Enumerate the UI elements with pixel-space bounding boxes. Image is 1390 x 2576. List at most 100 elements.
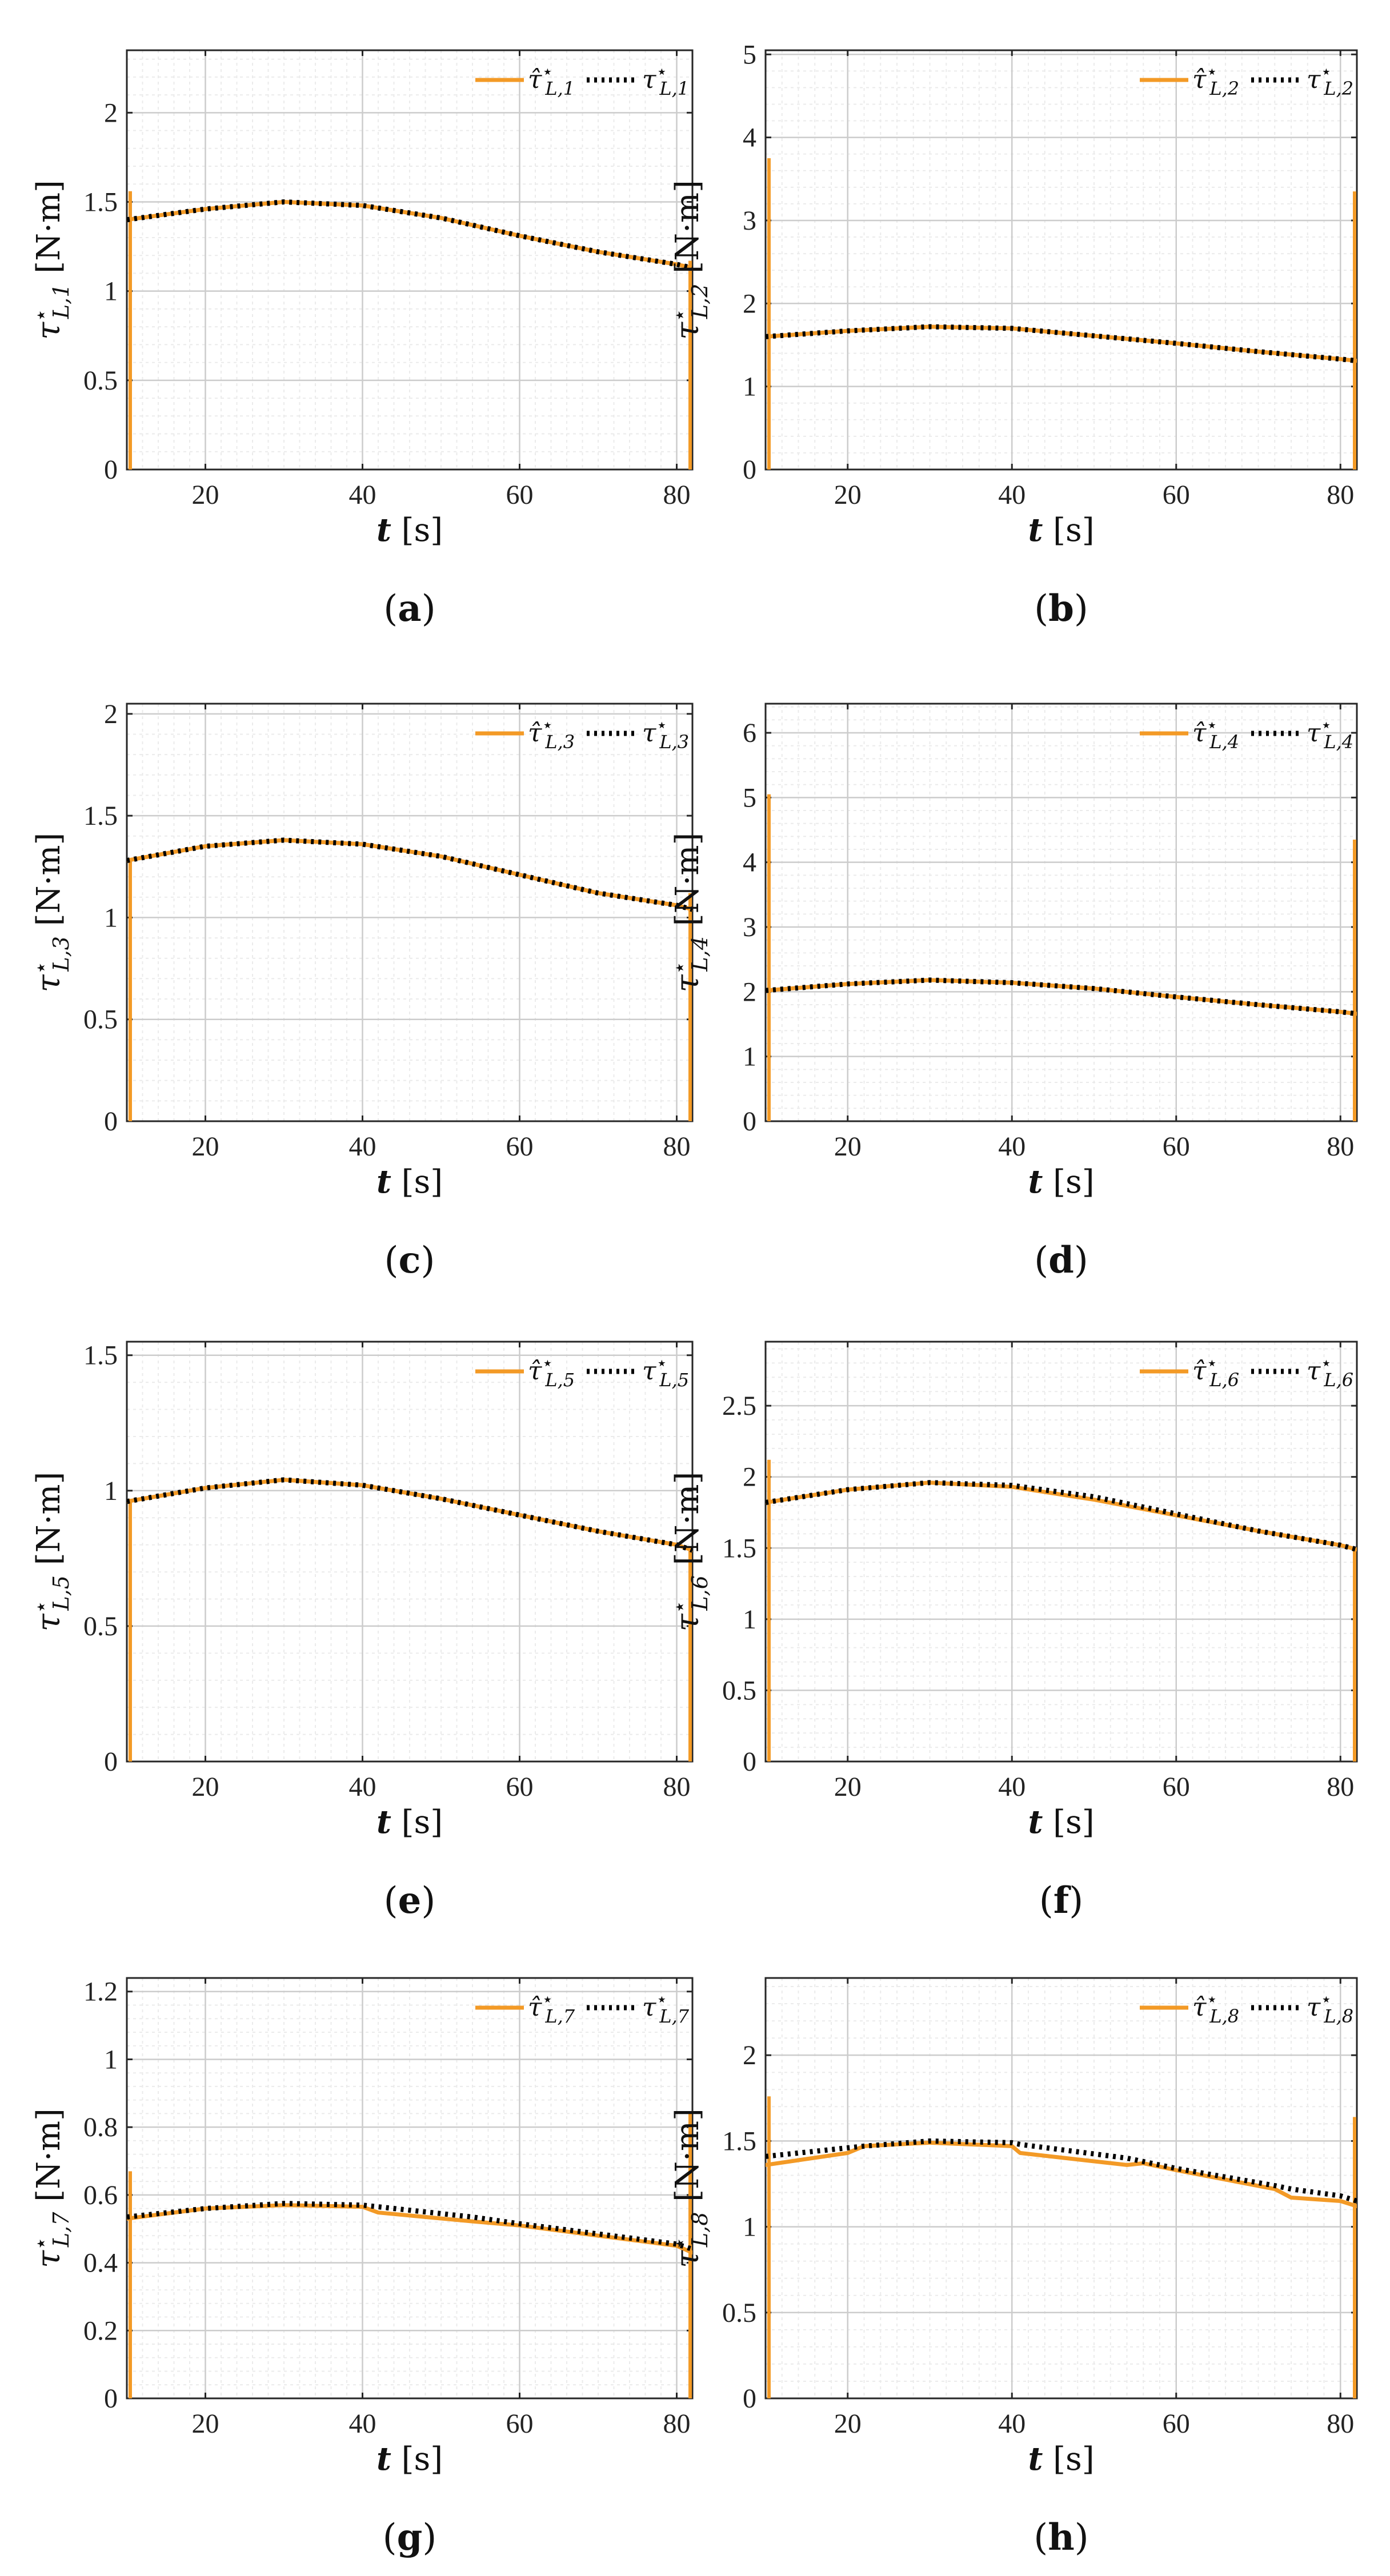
y-tick-label: 1 (743, 372, 756, 402)
y-tick-label: 5 (743, 39, 756, 70)
major-grid (127, 1978, 692, 2398)
reference-series (127, 2201, 692, 2252)
x-tick-label: 20 (834, 1131, 862, 1162)
major-grid (127, 50, 692, 470)
x-tick-label: 20 (192, 2409, 219, 2439)
x-axis-label: t [s] (1028, 1163, 1094, 1201)
legend: τ̂⋆ L,1 τ⋆ L,1 (475, 61, 689, 99)
x-axis-label: t [s] (376, 511, 443, 549)
reference-series (127, 1477, 692, 1553)
x-tick-label: 60 (506, 1131, 534, 1162)
y-tick-label: 4 (743, 848, 756, 878)
chart-panel-b: 20 40 60 80 0 1 2 3 4 5 t [s] τ⋆L,2 [N·m] τ̂⋆ L,2 τ⋆ L,… (667, 39, 1358, 630)
legend-label-estimate: τ̂⋆ L,7 (528, 1988, 575, 2027)
reference-line (127, 199, 692, 271)
y-tick-label: 5 (743, 783, 756, 813)
legend: τ̂⋆ L,2 τ⋆ L,2 (1140, 61, 1353, 99)
legend-label-estimate: τ̂⋆ L,2 (1192, 61, 1239, 99)
x-tick-label: 60 (1163, 480, 1190, 510)
y-tick-label: 2 (743, 1462, 756, 1492)
y-tick-label: 1 (743, 2212, 756, 2242)
y-tick-label: 0 (743, 1747, 756, 1777)
chart-panel-f: 20 40 60 80 0 0.5 1 1.5 2 2.5 t [s] τ⋆L,6 [N·m] τ̂⋆ L… (667, 1341, 1358, 1922)
estimate-series (766, 1459, 1357, 1762)
x-axis-label: t [s] (1028, 511, 1094, 549)
y-tick-label: 0.4 (83, 2248, 118, 2278)
reference-line (766, 2138, 1357, 2204)
y-tick-label: 1.5 (83, 187, 118, 217)
y-tick-label: 6 (743, 718, 756, 748)
x-axis-label: t [s] (1028, 1803, 1094, 1841)
x-tick-label: 40 (349, 1131, 376, 1162)
minor-grid (126, 50, 692, 470)
x-tick-label: 20 (834, 480, 862, 510)
major-grid (766, 50, 1357, 470)
estimate-line (766, 1480, 1357, 1552)
chart-panel-d: 20 40 60 80 0 1 2 3 4 5 6 t [s] τ⋆L,4 [N·m] τ̂⋆ L,4 τ⋆ L… (667, 703, 1358, 1282)
y-tick-label: 2 (743, 288, 756, 319)
y-tick-label: 1 (104, 276, 118, 307)
x-tick-label: 60 (1163, 1772, 1190, 1802)
legend-label-estimate: τ̂⋆ L,1 (528, 61, 575, 99)
axes-frame (764, 1341, 1358, 1763)
x-tick-label: 40 (349, 2409, 376, 2439)
y-tick-label: 2 (104, 699, 118, 729)
y-axis-label: τ⋆L,8 [N·m] (667, 2108, 712, 2268)
legend-label-reference: τ⋆ L,2 (1307, 61, 1353, 99)
x-tick-label: 60 (506, 1772, 534, 1802)
minor-grid (765, 1342, 1357, 1762)
y-tick-label: 0.2 (83, 2316, 118, 2346)
reference-line (766, 977, 1357, 1017)
y-tick-label: 1 (104, 1476, 118, 1506)
y-tick-label: 1 (104, 2044, 118, 2075)
y-tick-label: 0 (743, 1106, 756, 1137)
chart-panel-g: 20 40 60 80 0 0.2 0.4 0.6 0.8 1 1.2 t [s] τ⋆L,7 [N·m… (28, 1977, 694, 2559)
panel-caption: (a) (383, 587, 435, 630)
legend-label-reference: τ⋆ L,6 (1307, 1352, 1353, 1391)
legend-label-reference: τ⋆ L,4 (1307, 714, 1353, 753)
legend-label-reference: τ⋆ L,5 (642, 1352, 689, 1391)
x-tick-label: 60 (1163, 1131, 1190, 1162)
x-tick-label: 80 (1327, 1131, 1354, 1162)
y-tick-label: 0 (104, 1106, 118, 1137)
x-tick-label: 80 (1327, 480, 1354, 510)
y-axis-label: τ⋆L,4 [N·m] (667, 833, 712, 993)
x-tick-label: 20 (834, 2409, 862, 2439)
y-axis-label: τ⋆L,6 [N·m] (667, 1472, 712, 1632)
x-tick-label: 20 (192, 1772, 219, 1802)
chart-panel-e: 20 40 60 80 0 0.5 1 1.5 t [s] τ⋆L,5 [N·m] τ̂⋆ L,5 τ⋆… (28, 1341, 694, 1922)
y-tick-label: 1.5 (83, 801, 118, 831)
major-grid (766, 1342, 1357, 1762)
y-tick-label: 0.6 (83, 2180, 118, 2210)
panel-caption: (e) (384, 1879, 436, 1922)
legend-label-estimate: τ̂⋆ L,8 (1192, 1988, 1239, 2027)
legend-label-estimate: τ̂⋆ L,4 (1192, 714, 1239, 753)
axes-frame (126, 1977, 694, 2400)
reference-line (127, 1477, 692, 1553)
reference-series (766, 324, 1357, 364)
major-grid (766, 704, 1357, 1121)
panel-caption: (f) (1039, 1879, 1083, 1922)
x-tick-label: 40 (998, 480, 1026, 510)
y-tick-label: 3 (743, 912, 756, 942)
legend-label-reference: τ⋆ L,7 (642, 1988, 690, 2027)
y-tick-label: 1.5 (722, 1533, 756, 1563)
reference-series (127, 837, 692, 912)
minor-grid (126, 704, 692, 1121)
y-tick-label: 0.5 (83, 1005, 118, 1035)
legend-label-reference: τ⋆ L,8 (1307, 1988, 1353, 2027)
y-tick-label: 0 (104, 455, 118, 485)
legend-label-reference: τ⋆ L,3 (642, 714, 689, 753)
y-tick-label: 1 (104, 902, 118, 933)
y-tick-label: 0 (743, 455, 756, 485)
y-tick-label: 0 (104, 2384, 118, 2414)
major-grid (766, 1978, 1357, 2398)
x-tick-label: 80 (1327, 1772, 1354, 1802)
x-tick-label: 80 (663, 1131, 691, 1162)
legend: τ̂⋆ L,7 τ⋆ L,7 (475, 1988, 690, 2027)
x-tick-label: 40 (998, 1131, 1026, 1162)
reference-series (127, 199, 692, 271)
y-tick-label: 0 (743, 2384, 756, 2414)
